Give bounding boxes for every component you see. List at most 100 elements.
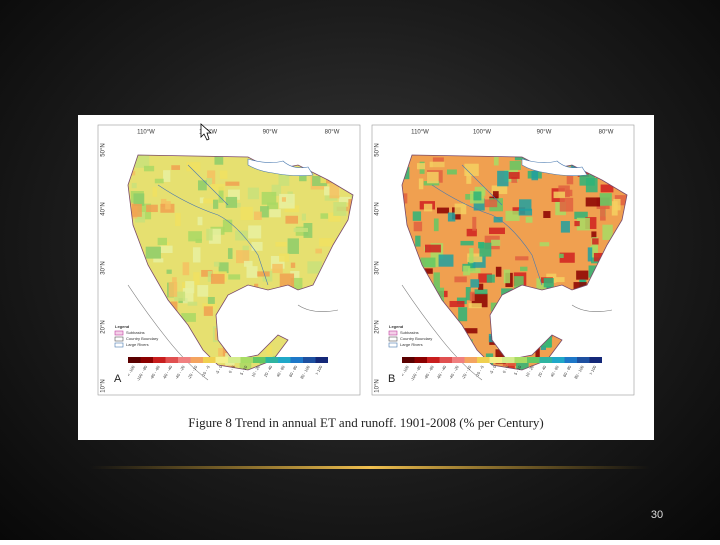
trend-cell	[416, 163, 426, 170]
colorbar-swatch	[278, 357, 291, 363]
trend-cell	[269, 209, 281, 218]
trend-cell	[415, 235, 421, 247]
trend-cell	[154, 178, 164, 184]
trend-cell	[131, 203, 142, 217]
trend-cell	[520, 266, 528, 272]
trend-cell	[166, 269, 172, 274]
colorbar-swatch	[303, 357, 316, 363]
trend-cell	[472, 216, 477, 231]
trend-cell	[493, 155, 499, 166]
trend-cell	[266, 345, 272, 355]
colorbar-label: 0 - 5	[227, 364, 236, 374]
colorbar-label: 10 - 20	[250, 364, 261, 378]
trend-cell	[505, 210, 520, 221]
longitude-label: 100°W	[473, 130, 491, 136]
trend-cell	[469, 291, 475, 301]
colorbar-swatch	[502, 357, 515, 363]
trend-cell	[519, 199, 532, 211]
legend-item: Country Boundary	[126, 336, 158, 341]
colorbar-swatch	[178, 357, 191, 363]
trend-cell	[219, 170, 228, 179]
panel-label: A	[114, 373, 122, 385]
trend-cell	[540, 345, 546, 350]
trend-cell	[261, 191, 277, 205]
trend-cell	[599, 193, 612, 206]
longitude-label: 80°W	[325, 130, 340, 136]
colorbar-label: -5 - 0	[488, 364, 497, 375]
trend-cell	[553, 191, 565, 199]
legend-item: Subbasins	[126, 330, 145, 335]
latitude-label: 50°N	[375, 143, 381, 156]
trend-cell	[199, 197, 205, 204]
trend-cell	[466, 172, 472, 184]
trend-cell	[579, 174, 595, 186]
colorbar-swatch	[315, 357, 328, 363]
colorbar-swatch	[265, 357, 278, 363]
longitude-label: 110°W	[137, 130, 155, 136]
trend-cell	[312, 176, 328, 187]
colorbar-label: 40 - 60	[275, 364, 286, 378]
latitude-label: 40°N	[101, 202, 107, 215]
trend-cell	[469, 248, 474, 264]
trend-cell	[573, 282, 587, 291]
lakes	[247, 158, 314, 176]
trend-cell	[402, 193, 408, 204]
colorbar-swatch	[477, 357, 490, 363]
colorbar-swatch	[577, 357, 590, 363]
latitude-label: 20°N	[101, 320, 107, 333]
colorbar-swatch	[290, 357, 303, 363]
latitude-label: 10°N	[101, 379, 107, 392]
trend-cell	[218, 186, 224, 203]
trend-cell	[531, 170, 539, 181]
legend-title: Legend	[389, 324, 404, 329]
trend-cell	[213, 261, 220, 267]
trend-cell	[279, 273, 295, 289]
trend-cell	[133, 193, 145, 206]
trend-cell	[421, 268, 433, 274]
trend-cell	[516, 361, 529, 370]
trend-cell	[299, 172, 307, 182]
mouse-cursor	[200, 123, 213, 141]
trend-cell	[413, 221, 423, 232]
trend-cell	[279, 253, 290, 262]
colorbar-label: > 100	[314, 364, 324, 376]
trend-cell	[260, 206, 269, 218]
legend-swatch	[388, 342, 398, 348]
trend-cell	[449, 300, 465, 308]
trend-cell	[253, 211, 262, 220]
legend-item: Country Boundary	[400, 336, 432, 341]
colorbar-swatch	[153, 357, 166, 363]
trend-cell	[307, 261, 322, 274]
trend-cell	[222, 219, 233, 233]
trend-cell	[576, 270, 589, 280]
trend-cell	[281, 197, 286, 202]
trend-cell	[574, 211, 588, 220]
country-outline	[401, 154, 628, 371]
trend-cell	[535, 347, 540, 361]
trend-cell	[287, 238, 299, 254]
colorbar-label: -10 - -5	[200, 364, 211, 378]
trend-cell	[495, 266, 502, 277]
trend-cell	[135, 155, 150, 168]
trend-cell	[213, 199, 219, 209]
trend-cell	[135, 212, 146, 223]
trend-cell	[514, 155, 529, 161]
colorbar-swatch	[402, 357, 415, 363]
trend-cell	[468, 303, 482, 309]
trend-cell	[536, 278, 547, 293]
trend-cell	[486, 274, 495, 283]
colorbar-label: < -100	[126, 364, 136, 377]
trend-cell	[182, 288, 194, 304]
trend-cell	[207, 296, 215, 304]
trend-cell	[257, 271, 270, 277]
trend-cell	[329, 184, 340, 199]
colorbar-swatch	[128, 357, 141, 363]
trend-cell	[466, 228, 477, 237]
trend-cell	[470, 279, 480, 288]
trend-cell	[197, 285, 209, 297]
figure-caption: Figure 8 Trend in annual ET and runoff. …	[188, 415, 544, 430]
trend-cell	[590, 245, 599, 260]
trend-cell	[543, 278, 554, 288]
trend-cell	[171, 165, 181, 170]
trend-cell	[188, 231, 202, 242]
